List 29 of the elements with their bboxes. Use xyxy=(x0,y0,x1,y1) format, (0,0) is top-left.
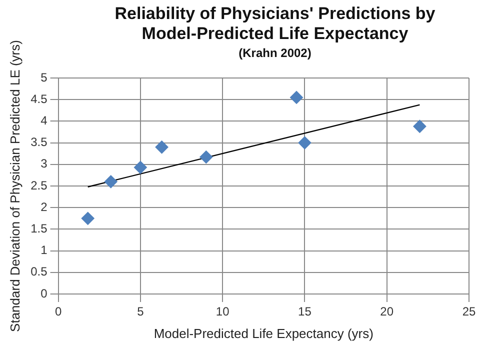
y-tick-label: 2 xyxy=(40,200,48,214)
y-tick-label: 1.5 xyxy=(30,222,48,236)
point xyxy=(155,140,168,154)
y-tick-label: 2.5 xyxy=(30,178,48,192)
y-tick-label: 0 xyxy=(40,286,48,300)
y-tick-label: 4 xyxy=(40,114,48,128)
x-axis-title: Model-Predicted Life Expectancy (yrs) xyxy=(154,326,374,341)
point xyxy=(81,212,94,225)
x-tick-label: 25 xyxy=(462,304,476,319)
x-tick-label: 0 xyxy=(54,304,62,319)
y-tick-label: 1 xyxy=(40,243,48,258)
x-tick-label: 15 xyxy=(298,304,312,319)
y-tick-label: 3 xyxy=(40,156,48,171)
y-tick-label: 4.5 xyxy=(30,92,48,106)
chart-title: Reliability of Physicians' Predictions by Model-Predicted Life Expectancy xyxy=(114,4,436,44)
x-tick-label: 10 xyxy=(216,304,230,319)
point xyxy=(290,90,303,104)
y-tick-label: 0.5 xyxy=(30,264,48,279)
x-tick-label: 5 xyxy=(137,304,144,319)
y-axis-title: Standard Deviation of Physician Predicted LE (yrs) xyxy=(7,40,22,332)
point xyxy=(134,160,147,174)
point xyxy=(413,120,426,133)
chart-subtitle: (Krahn 2002) xyxy=(238,46,312,60)
x-tick-label: 20 xyxy=(380,304,394,319)
point xyxy=(298,136,312,150)
y-tick-label: 3.5 xyxy=(30,135,48,150)
point xyxy=(104,175,118,188)
y-tick-label: 5 xyxy=(40,70,48,84)
point xyxy=(200,150,213,164)
